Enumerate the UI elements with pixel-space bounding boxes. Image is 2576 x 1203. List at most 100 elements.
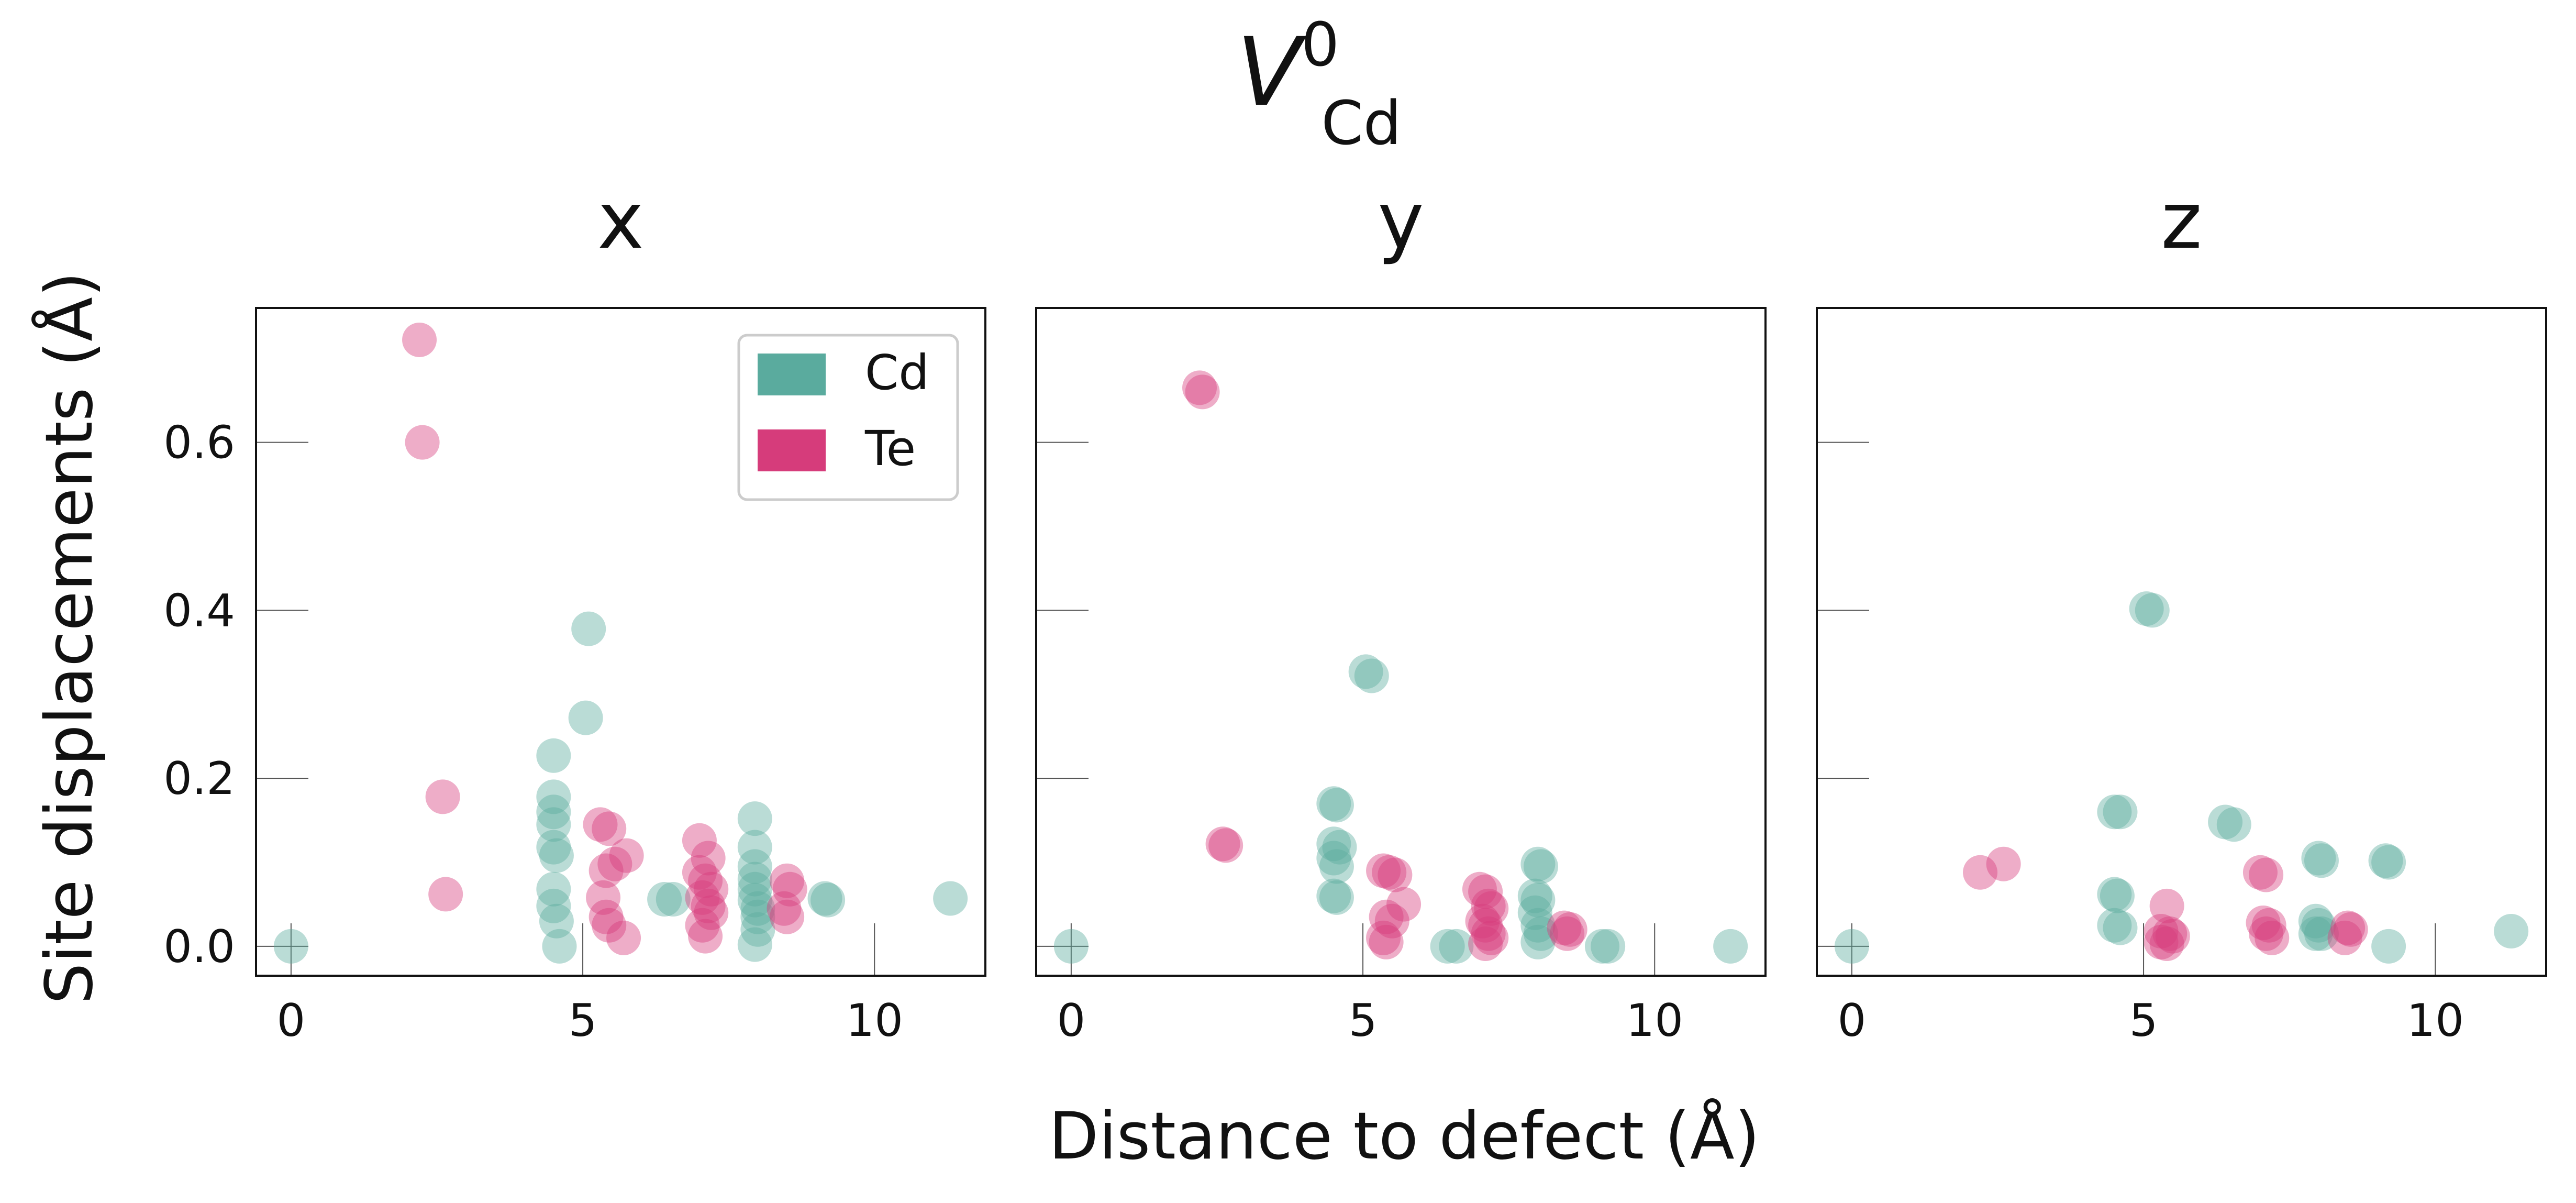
point-te [694, 895, 729, 930]
y-tick-label: 0.6 [163, 417, 235, 469]
panel-frame [1035, 307, 1767, 977]
point-te [2249, 916, 2284, 951]
point-cd [2135, 593, 2170, 628]
point-te [2144, 914, 2179, 948]
point-te [682, 855, 717, 890]
point-te [1369, 899, 1404, 934]
point-te [2327, 920, 2362, 955]
point-te [589, 853, 624, 888]
point-te [1547, 910, 1582, 945]
point-cd [807, 881, 842, 916]
point-cd [1584, 929, 1619, 964]
y-tick-label: 0.4 [163, 584, 235, 637]
point-te [1552, 912, 1587, 947]
point-cd [536, 888, 571, 923]
point-te [2255, 920, 2290, 955]
point-cd [1834, 929, 1869, 964]
point-cd [571, 611, 606, 646]
point-te [1465, 903, 1500, 939]
point-cd [542, 929, 577, 964]
point-te [1474, 920, 1509, 955]
point-cd [2103, 910, 2138, 945]
legend-label-cd: Cd [865, 345, 929, 401]
panel-z: z 0 5 10 [1816, 175, 2547, 1047]
point-te [770, 899, 805, 934]
point-te [1182, 370, 1217, 405]
point-te [772, 871, 807, 907]
point-te [1378, 857, 1413, 892]
point-cd [1523, 916, 1558, 951]
point-cd [1322, 830, 1357, 865]
point-te [1208, 828, 1243, 863]
point-te [606, 920, 641, 955]
point-te [428, 877, 463, 912]
point-cd [2301, 908, 2336, 943]
point-cd [2304, 916, 2339, 951]
point-te [1369, 924, 1404, 959]
figure-title-base: V [1237, 18, 1307, 127]
point-cd [1319, 849, 1354, 884]
point-te [1471, 916, 1506, 951]
point-cd [737, 849, 772, 884]
point-te [592, 908, 627, 943]
point-cd [2216, 807, 2251, 842]
point-cd [1517, 895, 1552, 930]
point-cd [2097, 908, 2132, 943]
point-te [1205, 826, 1240, 862]
point-te [1468, 926, 1503, 962]
point-te [685, 908, 720, 943]
point-cd [1517, 878, 1552, 913]
point-cd [2494, 914, 2529, 948]
point-te [2251, 908, 2286, 943]
point-te [2152, 916, 2188, 951]
point-cd [1430, 929, 1465, 964]
point-cd [2304, 843, 2339, 878]
point-cd [1520, 924, 1556, 959]
point-te [2149, 888, 2184, 923]
point-cd [737, 862, 772, 897]
x-tick-label: 5 [2129, 995, 2158, 1047]
point-te [2249, 857, 2284, 892]
point-cd [1316, 878, 1351, 913]
point-te [688, 863, 723, 898]
panel-x: x 0 5 10 0.0 0.2 0.4 0.6 Cd Te [163, 175, 986, 1047]
point-cd [740, 912, 775, 947]
x-tick-label: 10 [1626, 995, 1683, 1047]
point-te [2242, 855, 2278, 890]
panel-frame [255, 307, 986, 977]
point-cd [737, 830, 772, 865]
point-te [1462, 871, 1497, 907]
point-te [1550, 916, 1585, 951]
point-cd [740, 899, 775, 934]
point-te [1366, 920, 1401, 955]
point-te [1386, 887, 1422, 922]
point-te [592, 811, 627, 846]
x-tick-label: 5 [569, 995, 597, 1047]
x-tick-label: 10 [2407, 995, 2464, 1047]
point-cd [1439, 929, 1474, 964]
legend-swatch-cd [758, 354, 826, 395]
point-te [2246, 905, 2281, 940]
point-cd [737, 882, 772, 918]
point-te [2144, 924, 2179, 959]
point-te [1468, 874, 1503, 909]
point-te [609, 838, 644, 873]
point-te [682, 823, 717, 858]
point-cd [737, 927, 772, 962]
point-cd [740, 891, 775, 926]
point-te [691, 841, 726, 876]
point-cd [1520, 882, 1556, 918]
point-cd [1354, 658, 1389, 693]
point-cd [1520, 908, 1556, 943]
point-cd [2368, 843, 2403, 878]
point-cd [647, 882, 682, 917]
point-cd [536, 830, 571, 865]
point-te [425, 779, 460, 814]
point-cd [539, 903, 574, 939]
point-cd [1523, 849, 1558, 884]
point-te [597, 846, 632, 881]
point-cd [539, 838, 574, 873]
panel-title-z: z [2161, 175, 2202, 267]
point-cd [2100, 878, 2135, 913]
